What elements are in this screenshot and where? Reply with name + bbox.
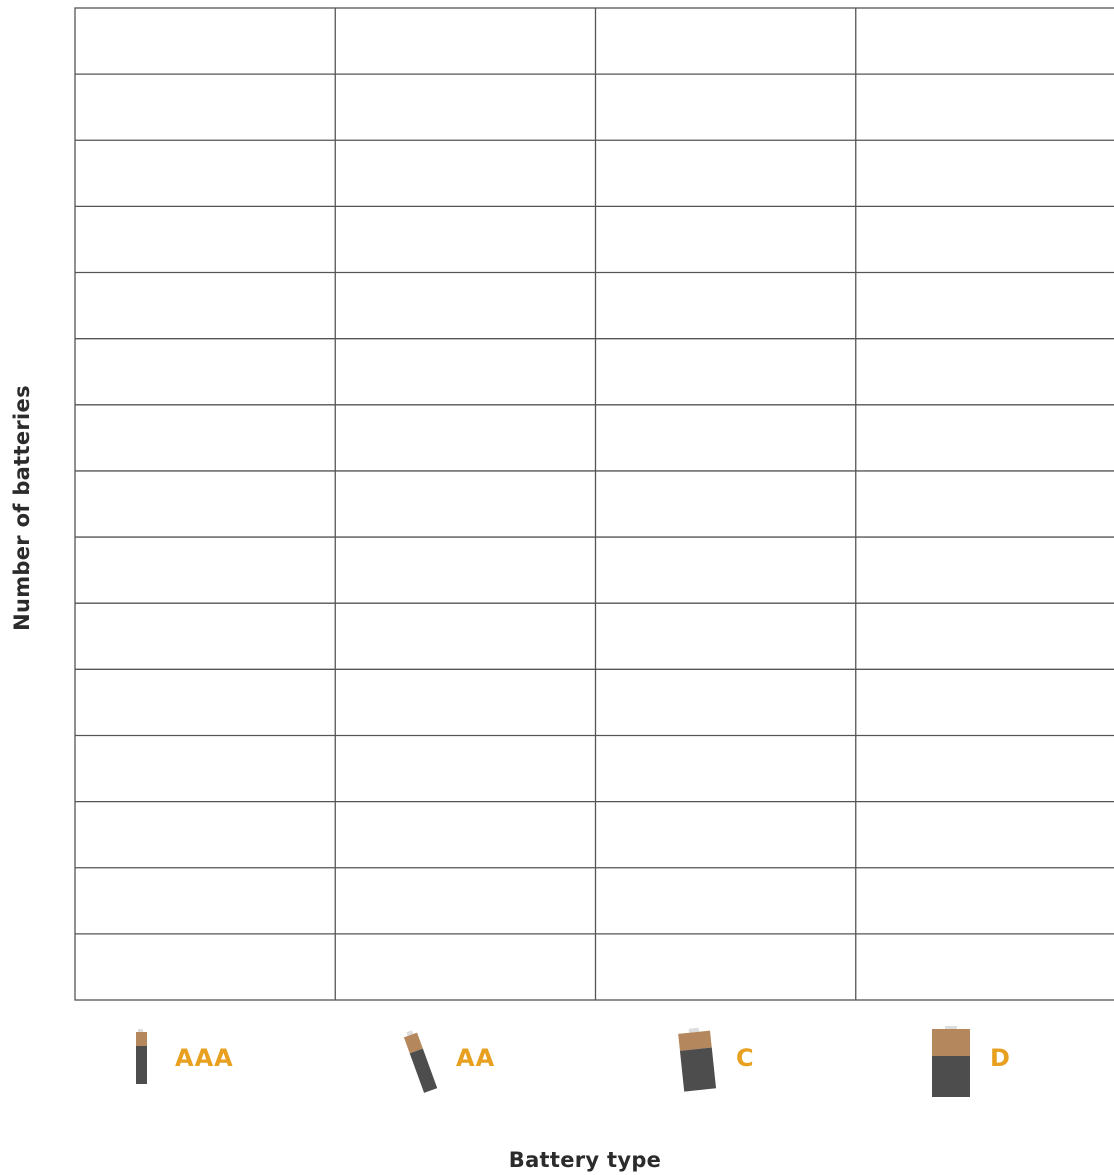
category-label-c: C [736,1044,755,1072]
category-label-aaa: AAA [175,1044,234,1072]
category-label-d: D [990,1044,1011,1072]
grid-border [74,7,1114,1001]
c-battery-icon [678,1027,717,1092]
y-axis-label: Number of batteries [10,385,34,631]
aa-battery-icon [403,1030,438,1093]
d-battery-icon [932,1026,970,1097]
x-axis-label: Battery type [508,1148,662,1172]
aaa-battery-icon [136,1029,147,1084]
category-label-aa: AA [456,1044,496,1072]
